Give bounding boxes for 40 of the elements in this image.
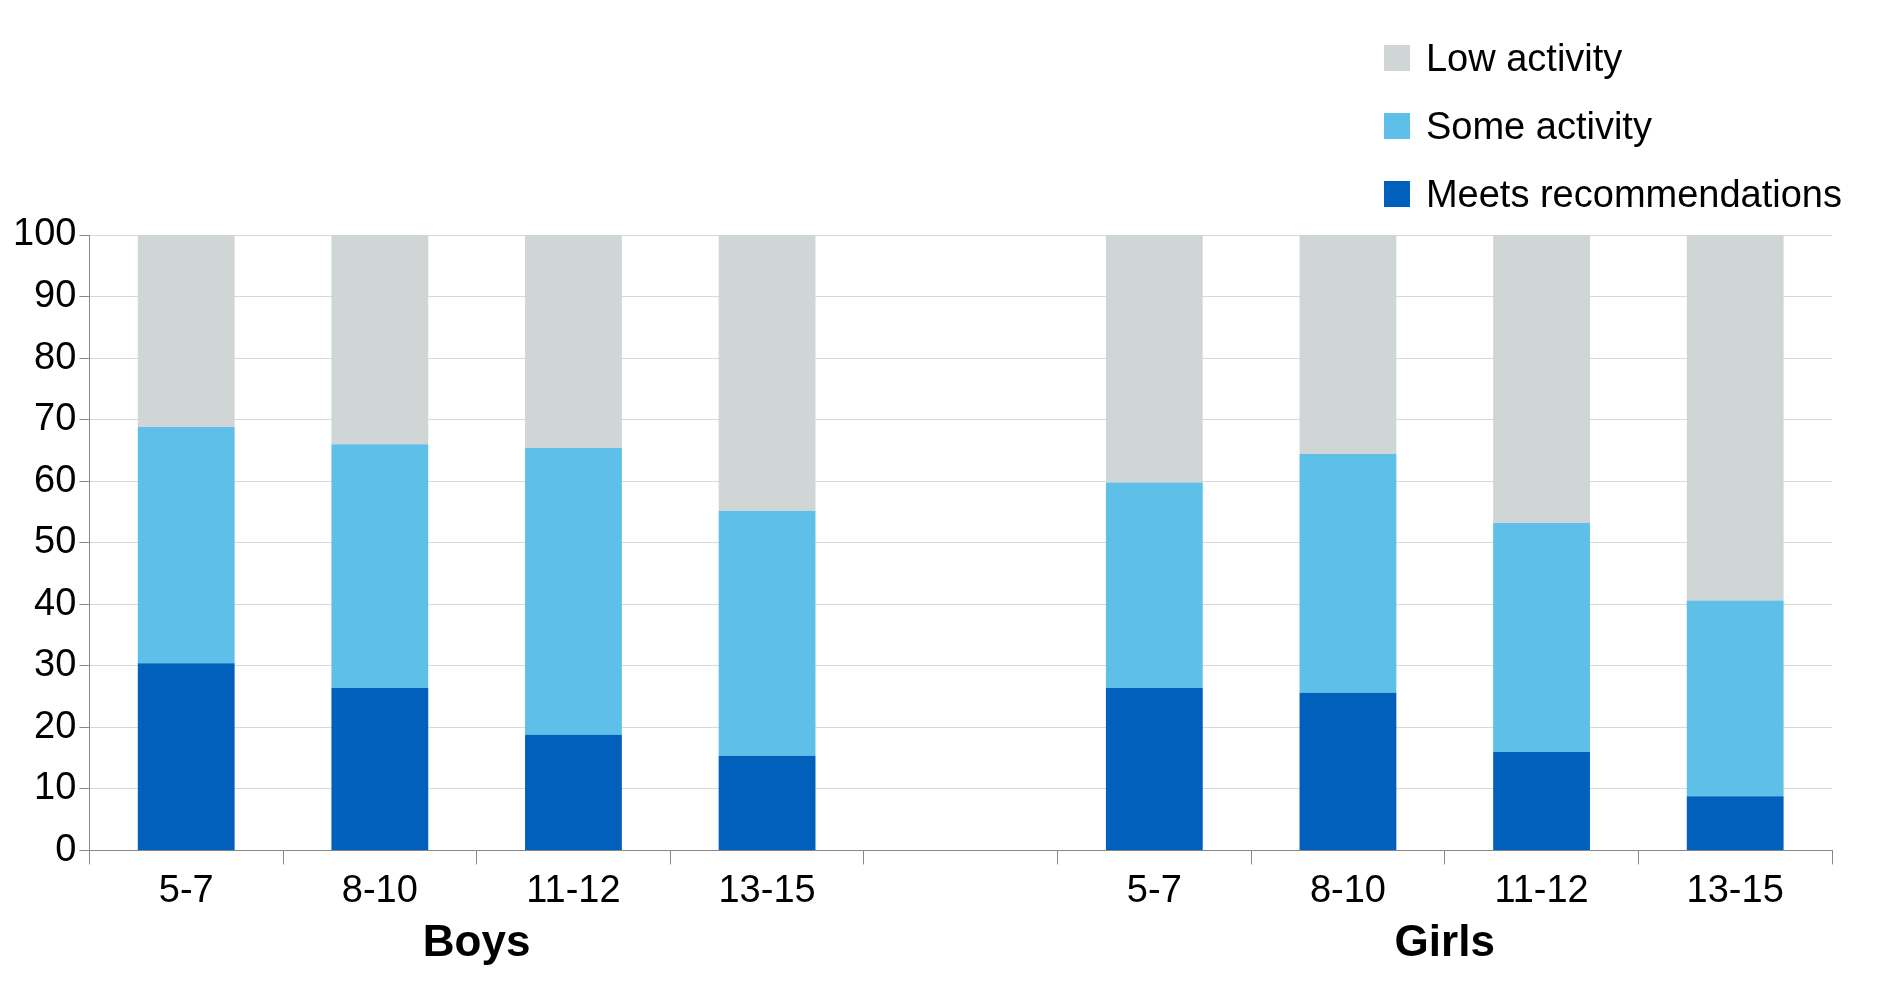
legend-label: Meets recommendations — [1425, 172, 1842, 216]
y-tick-label: 40 — [34, 580, 77, 623]
bar — [525, 447, 622, 735]
bar — [1686, 796, 1784, 850]
legend-label: Low activity — [1425, 36, 1623, 80]
y-tick-label: 30 — [34, 642, 77, 685]
y-tick-label: 70 — [34, 396, 77, 439]
text: Girls — [1394, 916, 1495, 966]
bar — [1105, 482, 1203, 688]
x-tick-label: 5-7 — [158, 867, 214, 910]
bar — [1105, 687, 1203, 850]
x-tick-label: 8-10 — [1309, 867, 1386, 910]
text: Boys — [422, 916, 531, 966]
y-tick-label: 100 — [13, 211, 77, 254]
bar — [718, 755, 816, 850]
bar — [1493, 523, 1590, 752]
bar — [1493, 751, 1590, 850]
bar — [1299, 692, 1397, 850]
y-tick-label: 0 — [55, 826, 77, 869]
bar — [525, 734, 622, 850]
x-tick-label: 8-10 — [341, 867, 418, 910]
x-tick-label: 13-15 — [1686, 867, 1784, 910]
bar — [331, 444, 429, 688]
bar — [1299, 454, 1397, 693]
y-tick-label: 90 — [34, 273, 77, 316]
y-tick-label: 10 — [34, 765, 77, 808]
x-tick-label: 11-12 — [1494, 867, 1589, 910]
bar — [718, 510, 816, 756]
x-tick-label: 11-12 — [526, 867, 621, 910]
bar — [137, 427, 235, 664]
y-tick-label: 20 — [34, 703, 77, 746]
x-tick-label: 13-15 — [718, 867, 816, 910]
bar — [331, 687, 429, 850]
bar — [137, 663, 235, 850]
bar — [1686, 600, 1784, 797]
x-tick-label: 5-7 — [1126, 867, 1182, 910]
y-tick-label: 80 — [34, 334, 77, 377]
y-tick-label: 50 — [34, 519, 77, 562]
y-tick-label: 60 — [34, 457, 77, 500]
legend-label: Some activity — [1425, 104, 1652, 148]
